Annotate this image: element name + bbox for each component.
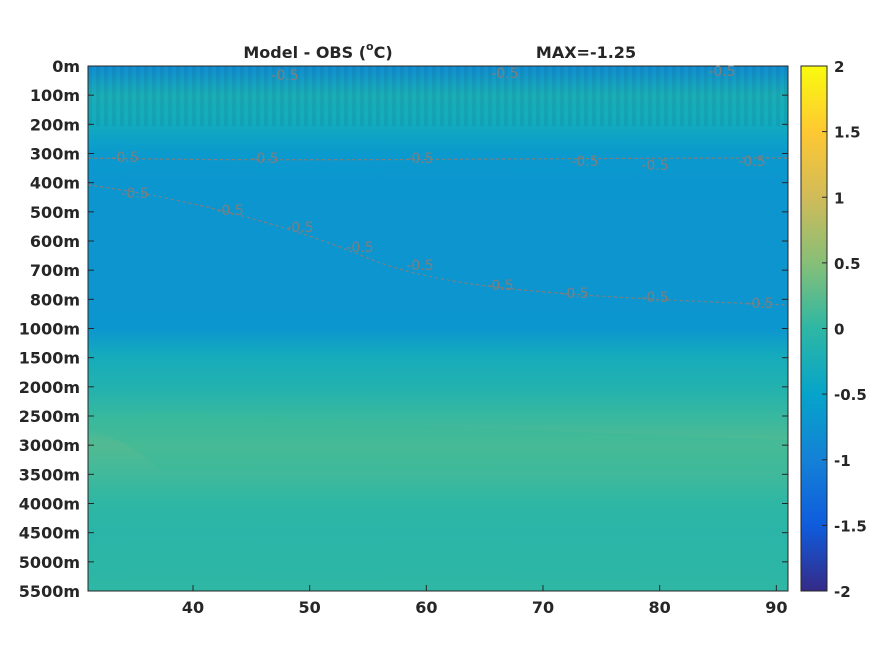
colorbar-tick-label: 0.5 (834, 255, 861, 273)
contour-label: -0.5 (121, 186, 148, 202)
y-tick-label: 2500m (19, 407, 80, 426)
contour-label: -0.5 (486, 278, 513, 294)
y-tick-label: 300m (30, 145, 80, 164)
colorbar-tick-label: -1 (834, 452, 851, 470)
contour-label: -0.5 (708, 64, 735, 80)
contour-label: -0.5 (346, 240, 373, 256)
y-tick-label: 1000m (19, 320, 80, 339)
contour-label: -0.5 (738, 154, 765, 170)
contour-label: -0.5 (641, 158, 668, 174)
y-tick-label: 1500m (19, 349, 80, 368)
x-tick-label: 50 (299, 598, 321, 617)
surface-texture (88, 66, 788, 126)
y-tick-label: 0m (52, 57, 80, 76)
y-tick-label: 2000m (19, 378, 80, 397)
contour-label: -0.5 (286, 220, 313, 236)
colorbar-ticks: -2 -1.5 -1 -0.5 0 0.5 1 1.5 2 (822, 58, 867, 601)
plot-area (87, 65, 789, 592)
y-tick-label: 100m (30, 86, 80, 105)
y-tick-label: 800m (30, 290, 80, 309)
max-annotation: MAX=-1.25 (536, 43, 636, 62)
colorbar-tick-label: 1 (834, 189, 844, 207)
x-tick-label: 70 (532, 598, 554, 617)
contour-label: -0.5 (406, 151, 433, 167)
x-tick-label: 60 (415, 598, 437, 617)
colorbar-tick-label: 1.5 (834, 124, 861, 142)
colorbar-tick-label: 2 (834, 58, 844, 76)
chart-title: Model - OBS (oC) (243, 40, 392, 62)
y-tick-label: 700m (30, 261, 80, 280)
y-tick-label: 500m (30, 203, 80, 222)
contour-label: -0.5 (406, 258, 433, 274)
colorbar-tick-label: -1.5 (834, 517, 867, 535)
y-tick-label: 5500m (19, 582, 80, 601)
contour-label: -0.5 (271, 68, 298, 84)
deep-warm-patch (88, 413, 788, 470)
contour-line-lower (87, 184, 789, 306)
colorbar: -2 -1.5 -1 -0.5 0 0.5 1 1.5 2 (800, 58, 867, 601)
contour-label: -0.5 (111, 150, 138, 166)
y-axis: 0m 100m 200m 300m 400m 500m 600m 700m 800m 1000m 1… (19, 57, 788, 601)
colorbar-tick-label: 0 (834, 321, 844, 339)
x-tick-label: 40 (182, 598, 204, 617)
colorbar-tick-label: -0.5 (834, 386, 867, 404)
contour-label: -0.5 (491, 66, 518, 82)
contour-labels: -0.5 -0.5 -0.5 -0.5 -0.5 -0.5 -0.5 -0.5 -0.5 -0.5… (111, 64, 773, 312)
y-tick-label: 400m (30, 174, 80, 193)
y-tick-label: 5000m (19, 553, 80, 572)
y-tick-label: 3000m (19, 436, 80, 455)
y-tick-label: 600m (30, 232, 80, 251)
y-tick-label: 4000m (19, 495, 80, 514)
y-tick-label: 4500m (19, 524, 80, 543)
contour-line-upper (87, 157, 789, 161)
contour-label: -0.5 (561, 286, 588, 302)
y-tick-label: 3500m (19, 465, 80, 484)
x-tick-label: 80 (649, 598, 671, 617)
contour-label: -0.5 (641, 290, 668, 306)
x-axis: 40 50 60 70 80 90 (182, 585, 787, 617)
colorbar-tick-label: -2 (834, 583, 851, 601)
x-tick-label: 90 (765, 598, 787, 617)
contour-label: -0.5 (251, 151, 278, 167)
contour-label: -0.5 (746, 296, 773, 312)
heatmap-field (88, 66, 788, 591)
contour-label: -0.5 (216, 203, 243, 219)
y-tick-label: 200m (30, 115, 80, 134)
contour-label: -0.5 (571, 154, 598, 170)
